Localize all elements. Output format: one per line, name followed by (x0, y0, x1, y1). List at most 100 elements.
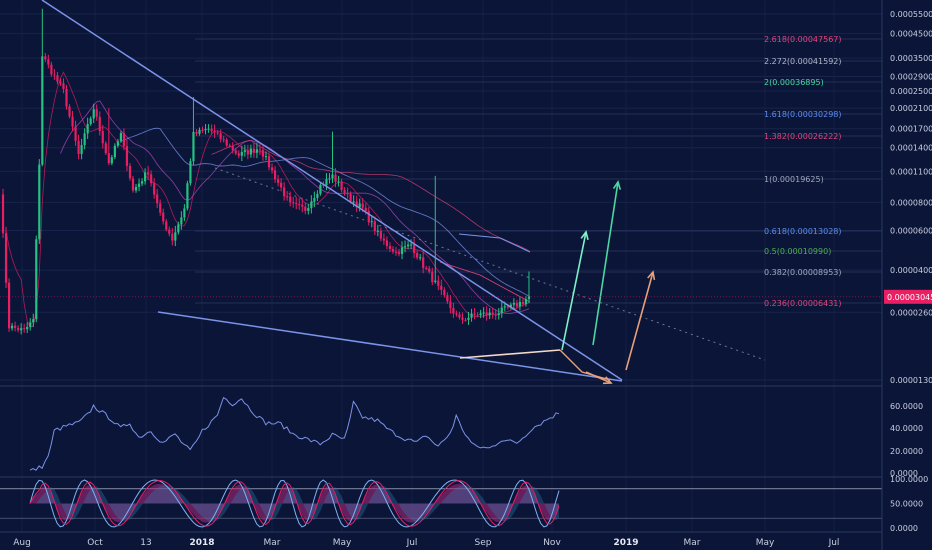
stoch-tick-label: 0.0000 (890, 524, 918, 533)
candle-body (419, 257, 422, 259)
candle-body (413, 244, 416, 253)
fib-level-label: 2(0.00036895) (764, 78, 824, 87)
rsi-tick-label: 60.0000 (890, 402, 923, 411)
stoch-panel (0, 476, 882, 528)
candle-body (143, 172, 147, 182)
candle-body (231, 145, 234, 151)
stoch-d-line (29, 479, 560, 527)
candle-body (228, 145, 231, 147)
candle-body (431, 271, 434, 282)
rsi-tick-label: 40.0000 (890, 424, 923, 433)
candle-body (213, 131, 216, 133)
candle-body (44, 56, 47, 60)
projection-arrow (585, 371, 612, 384)
candle-body (509, 304, 512, 308)
candle-body (497, 313, 500, 316)
candle-body (153, 183, 156, 195)
candle-body (400, 247, 404, 254)
candle-body (452, 308, 455, 314)
candle-body (503, 306, 506, 308)
candle-body (98, 116, 101, 132)
time-tick-label: Mar (684, 538, 701, 548)
candle-body (134, 186, 138, 191)
candle-body (521, 301, 525, 305)
candle-body (216, 132, 219, 134)
lower-wedge-trendline (157, 311, 623, 382)
candle-body (494, 314, 497, 316)
candle-body (177, 224, 180, 233)
candle-body (331, 174, 334, 179)
candle-body (222, 139, 225, 141)
fib-level-label: 0.236(0.00006431) (764, 299, 842, 308)
candle-body (74, 126, 77, 141)
candle-body (171, 233, 174, 241)
moving-average-line (439, 261, 531, 303)
time-tick-label: Aug (13, 538, 31, 548)
candle-body (307, 208, 310, 211)
candle-body (53, 74, 56, 76)
candle-body (92, 109, 95, 119)
grid (0, 0, 882, 532)
candle-body (243, 150, 246, 152)
moving-average-line (458, 233, 531, 253)
candle-body (343, 190, 346, 194)
projection-arrow (625, 271, 654, 371)
stoch-tick-label: 50.0000 (890, 500, 923, 509)
candle-body (440, 285, 443, 290)
candle-body (186, 183, 189, 209)
projection-arrow-head (602, 376, 613, 385)
candle-body (86, 124, 89, 134)
candle-body (310, 201, 313, 209)
candle-body (388, 245, 392, 249)
candle-body (461, 317, 464, 320)
candle-body (280, 182, 283, 188)
moving-average-line (211, 140, 530, 252)
candle-body (358, 203, 361, 208)
candle-body (286, 196, 289, 198)
candle-body (403, 246, 407, 248)
stoch-fill-area (30, 483, 559, 523)
time-tick-label: Oct (87, 538, 103, 548)
bullish-arrow (592, 181, 619, 346)
candle-body (352, 201, 355, 203)
price-tick-label: 0.00001300 (890, 376, 932, 385)
candle-body (125, 146, 129, 166)
candle-body (89, 118, 92, 125)
projection-path (559, 349, 611, 381)
candle-body (4, 233, 8, 283)
candle-body (10, 325, 14, 329)
candle-body (379, 230, 382, 239)
candle-body (23, 328, 26, 330)
upper-wedge-trendline (41, 0, 623, 381)
candle-body (261, 150, 265, 157)
candle-body (482, 312, 485, 314)
candle-body (7, 282, 11, 329)
candle-body (337, 181, 340, 183)
candle-body (56, 75, 59, 82)
candle-body (107, 153, 110, 164)
candle-body (515, 302, 518, 307)
time-tick-label: Jul (406, 538, 418, 548)
candle-body (20, 328, 23, 331)
fib-level-label: 2.272(0.00041592) (764, 57, 842, 66)
candle-body (41, 56, 44, 165)
candle-body (62, 83, 65, 89)
candle-body (65, 88, 68, 107)
last-price-badge (884, 289, 932, 304)
candle-body (434, 280, 437, 282)
moving-average-line (60, 100, 530, 315)
candle-body (355, 201, 358, 208)
candle-body (219, 133, 222, 140)
candle-body (47, 59, 50, 65)
moving-averages (5, 71, 766, 361)
candle-body (113, 145, 116, 158)
